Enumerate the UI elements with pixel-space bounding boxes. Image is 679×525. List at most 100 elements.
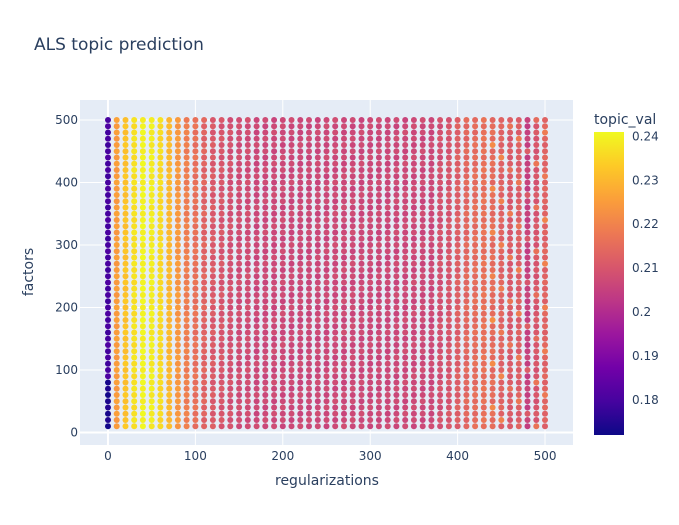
data-point[interactable] <box>323 273 330 280</box>
data-point[interactable] <box>533 379 540 386</box>
data-point[interactable] <box>306 117 312 123</box>
data-point[interactable] <box>507 335 514 342</box>
data-point[interactable] <box>201 379 208 386</box>
data-point[interactable] <box>183 292 190 298</box>
data-point[interactable] <box>542 379 548 386</box>
data-point[interactable] <box>463 123 470 130</box>
data-point[interactable] <box>297 229 304 236</box>
data-point[interactable] <box>507 317 514 323</box>
data-point[interactable] <box>323 360 330 367</box>
data-point[interactable] <box>271 273 278 280</box>
data-point[interactable] <box>367 248 374 255</box>
data-point[interactable] <box>367 342 374 348</box>
data-point[interactable] <box>542 298 548 305</box>
data-point[interactable] <box>253 304 260 311</box>
data-point[interactable] <box>279 398 286 405</box>
data-point[interactable] <box>419 135 426 142</box>
data-point[interactable] <box>428 379 435 386</box>
data-point[interactable] <box>279 360 286 367</box>
data-point[interactable] <box>288 248 295 255</box>
data-point[interactable] <box>236 223 243 230</box>
data-point[interactable] <box>105 242 111 248</box>
data-point[interactable] <box>463 160 470 167</box>
data-point[interactable] <box>472 242 479 248</box>
data-point[interactable] <box>358 279 365 286</box>
data-point[interactable] <box>472 210 479 217</box>
data-point[interactable] <box>271 373 278 380</box>
data-point[interactable] <box>192 273 199 280</box>
data-point[interactable] <box>463 204 470 211</box>
data-point[interactable] <box>227 348 234 355</box>
data-point[interactable] <box>524 254 531 261</box>
data-point[interactable] <box>507 123 514 130</box>
data-point[interactable] <box>236 135 243 142</box>
data-point[interactable] <box>410 410 417 417</box>
data-point[interactable] <box>463 292 470 298</box>
data-point[interactable] <box>349 260 356 267</box>
data-point[interactable] <box>192 135 199 142</box>
data-point[interactable] <box>297 279 304 286</box>
data-point[interactable] <box>515 348 522 355</box>
data-point[interactable] <box>454 398 461 405</box>
data-point[interactable] <box>131 348 138 355</box>
data-point[interactable] <box>349 229 356 236</box>
data-point[interactable] <box>209 198 216 205</box>
data-point[interactable] <box>148 304 155 311</box>
data-point[interactable] <box>437 217 444 223</box>
data-point[interactable] <box>454 273 461 280</box>
data-point[interactable] <box>367 379 374 386</box>
data-point[interactable] <box>323 298 330 305</box>
data-point[interactable] <box>480 335 487 342</box>
data-point[interactable] <box>148 185 155 192</box>
data-point[interactable] <box>183 304 190 311</box>
data-point[interactable] <box>524 135 531 142</box>
data-point[interactable] <box>236 298 243 305</box>
data-point[interactable] <box>192 292 199 298</box>
data-point[interactable] <box>349 142 356 148</box>
data-point[interactable] <box>227 335 234 342</box>
data-point[interactable] <box>174 323 181 330</box>
data-point[interactable] <box>192 392 199 398</box>
data-point[interactable] <box>201 129 208 136</box>
data-point[interactable] <box>472 392 479 398</box>
data-point[interactable] <box>358 348 365 355</box>
data-point[interactable] <box>384 379 391 386</box>
data-point[interactable] <box>428 117 435 123</box>
data-point[interactable] <box>201 310 208 317</box>
data-point[interactable] <box>384 360 391 367</box>
data-point[interactable] <box>122 173 129 180</box>
data-point[interactable] <box>105 160 111 167</box>
data-point[interactable] <box>271 192 278 198</box>
data-point[interactable] <box>402 160 409 167</box>
data-point[interactable] <box>314 223 321 230</box>
data-point[interactable] <box>244 323 251 330</box>
data-point[interactable] <box>384 398 391 405</box>
data-point[interactable] <box>428 410 435 417</box>
data-point[interactable] <box>288 129 295 136</box>
data-point[interactable] <box>218 235 225 242</box>
data-point[interactable] <box>410 167 417 173</box>
data-point[interactable] <box>262 335 269 342</box>
data-point[interactable] <box>349 292 356 298</box>
data-point[interactable] <box>192 304 199 311</box>
data-point[interactable] <box>428 298 435 305</box>
data-point[interactable] <box>410 298 417 305</box>
data-point[interactable] <box>463 235 470 242</box>
data-point[interactable] <box>349 248 356 255</box>
data-point[interactable] <box>524 304 531 311</box>
data-point[interactable] <box>218 123 225 130</box>
data-point[interactable] <box>542 117 548 123</box>
data-point[interactable] <box>437 248 444 255</box>
data-point[interactable] <box>358 398 365 405</box>
data-point[interactable] <box>332 260 339 267</box>
data-point[interactable] <box>384 273 391 280</box>
data-point[interactable] <box>542 135 548 142</box>
data-point[interactable] <box>419 279 426 286</box>
data-point[interactable] <box>244 367 251 373</box>
data-point[interactable] <box>279 335 286 342</box>
data-point[interactable] <box>157 423 164 430</box>
data-point[interactable] <box>367 123 374 130</box>
data-point[interactable] <box>209 160 216 167</box>
data-point[interactable] <box>358 117 365 123</box>
data-point[interactable] <box>524 173 531 180</box>
